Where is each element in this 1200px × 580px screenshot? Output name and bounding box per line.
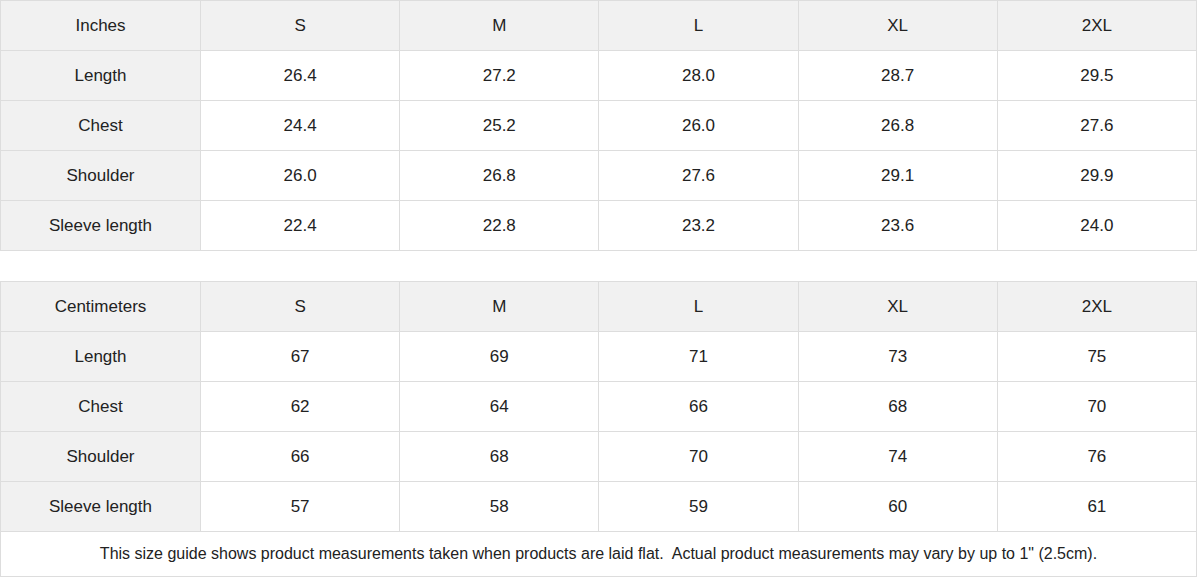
size-guide-note: This size guide shows product measuremen… <box>0 531 1197 577</box>
value-cell: 68 <box>798 382 997 432</box>
size-table-inches: InchesSMLXL2XLLength26.427.228.028.729.5… <box>0 0 1197 251</box>
value-cell: 71 <box>599 332 798 382</box>
row-label-cell: Chest <box>1 101 201 151</box>
value-cell: 29.9 <box>997 151 1196 201</box>
value-cell: 57 <box>201 482 400 532</box>
size-guide: InchesSMLXL2XLLength26.427.228.028.729.5… <box>0 0 1197 577</box>
value-cell: 29.1 <box>798 151 997 201</box>
value-cell: 61 <box>997 482 1196 532</box>
value-cell: 64 <box>400 382 599 432</box>
row-label-cell: Chest <box>1 382 201 432</box>
value-cell: 22.8 <box>400 201 599 251</box>
row-label-cell: Shoulder <box>1 432 201 482</box>
value-cell: 23.6 <box>798 201 997 251</box>
value-cell: 59 <box>599 482 798 532</box>
value-cell: 27.6 <box>599 151 798 201</box>
value-cell: 26.8 <box>798 101 997 151</box>
value-cell: 24.4 <box>201 101 400 151</box>
value-cell: 66 <box>599 382 798 432</box>
value-cell: 28.0 <box>599 51 798 101</box>
value-cell: 22.4 <box>201 201 400 251</box>
header-row: CentimetersSMLXL2XL <box>1 282 1197 332</box>
row-label-cell: Sleeve length <box>1 201 201 251</box>
table-row: Length6769717375 <box>1 332 1197 382</box>
value-cell: 74 <box>798 432 997 482</box>
size-table-centimeters: CentimetersSMLXL2XLLength6769717375Chest… <box>0 281 1197 532</box>
value-cell: 73 <box>798 332 997 382</box>
header-row: InchesSMLXL2XL <box>1 1 1197 51</box>
row-label-cell: Sleeve length <box>1 482 201 532</box>
value-cell: 58 <box>400 482 599 532</box>
value-cell: 29.5 <box>997 51 1196 101</box>
value-cell: 26.0 <box>201 151 400 201</box>
row-label-cell: Length <box>1 332 201 382</box>
table-row: Chest24.425.226.026.827.6 <box>1 101 1197 151</box>
table-row: Sleeve length22.422.823.223.624.0 <box>1 201 1197 251</box>
table-row: Length26.427.228.028.729.5 <box>1 51 1197 101</box>
value-cell: 24.0 <box>997 201 1196 251</box>
size-header-cell: L <box>599 282 798 332</box>
size-header-cell: 2XL <box>997 282 1196 332</box>
value-cell: 76 <box>997 432 1196 482</box>
size-header-cell: M <box>400 282 599 332</box>
size-header-cell: XL <box>798 1 997 51</box>
size-header-cell: L <box>599 1 798 51</box>
value-cell: 70 <box>997 382 1196 432</box>
unit-header-cell: Inches <box>1 1 201 51</box>
value-cell: 69 <box>400 332 599 382</box>
value-cell: 25.2 <box>400 101 599 151</box>
size-header-cell: S <box>201 1 400 51</box>
size-header-cell: M <box>400 1 599 51</box>
value-cell: 70 <box>599 432 798 482</box>
value-cell: 28.7 <box>798 51 997 101</box>
value-cell: 62 <box>201 382 400 432</box>
value-cell: 67 <box>201 332 400 382</box>
table-gap <box>0 251 1197 281</box>
table-row: Sleeve length5758596061 <box>1 482 1197 532</box>
value-cell: 66 <box>201 432 400 482</box>
value-cell: 27.2 <box>400 51 599 101</box>
size-header-cell: 2XL <box>997 1 1196 51</box>
value-cell: 60 <box>798 482 997 532</box>
value-cell: 75 <box>997 332 1196 382</box>
table-row: Shoulder6668707476 <box>1 432 1197 482</box>
size-header-cell: XL <box>798 282 997 332</box>
table-row: Shoulder26.026.827.629.129.9 <box>1 151 1197 201</box>
unit-header-cell: Centimeters <box>1 282 201 332</box>
size-header-cell: S <box>201 282 400 332</box>
value-cell: 68 <box>400 432 599 482</box>
value-cell: 26.8 <box>400 151 599 201</box>
value-cell: 26.4 <box>201 51 400 101</box>
value-cell: 26.0 <box>599 101 798 151</box>
table-row: Chest6264666870 <box>1 382 1197 432</box>
row-label-cell: Shoulder <box>1 151 201 201</box>
value-cell: 27.6 <box>997 101 1196 151</box>
value-cell: 23.2 <box>599 201 798 251</box>
row-label-cell: Length <box>1 51 201 101</box>
